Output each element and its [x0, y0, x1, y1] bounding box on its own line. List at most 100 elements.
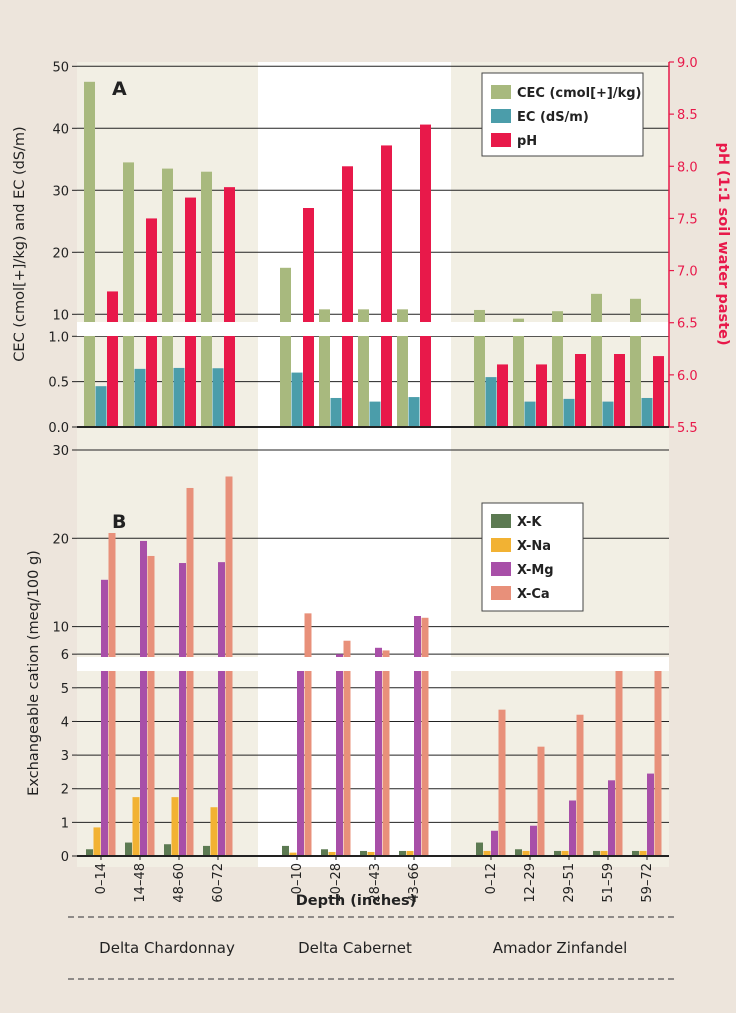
bar-b-x-na-12: [639, 850, 647, 856]
bar-a-cec-cmol-kg-10: [552, 311, 563, 427]
x-tick-label-5: 10–28: [329, 863, 344, 903]
bar-a-ec-ds-m-4: [291, 372, 303, 427]
legend-b-swatch-x-ca: [491, 586, 511, 600]
bar-a-ph-9: [536, 364, 547, 427]
bar-b-x-mg-6: [375, 647, 382, 856]
y2-axis-label-a: pH (1:1 soil water paste): [715, 142, 731, 345]
bar-a-cec-cmol-kg-4: [280, 267, 291, 427]
legend-b-swatch-x-k: [491, 514, 511, 528]
bar-a-ph-11: [614, 354, 625, 427]
bar-b-x-ca-2: [186, 487, 194, 856]
bar-b-x-k-4: [282, 845, 289, 856]
y2-tick-label-a-9-0: 9.0: [677, 56, 698, 71]
bar-b-x-na-2: [171, 797, 179, 856]
bar-b-x-ca-5: [343, 640, 351, 856]
bar-a-ph-6: [381, 145, 392, 427]
x-tick-label-1: 14–48: [133, 863, 148, 903]
y-tick-label-a-50: 50: [52, 60, 69, 75]
site-label-amador-zinfandel: Amador Zinfandel: [493, 939, 628, 957]
bar-a-ec-ds-m-12: [641, 397, 653, 427]
y-tick-label-b-2: 2: [61, 783, 69, 798]
bar-a-cec-cmol-kg-8: [474, 309, 485, 427]
y-tick-label-b-10: 10: [52, 621, 69, 636]
bar-b-x-ca-6: [382, 650, 390, 856]
bar-a-ec-ds-m-7: [408, 397, 420, 427]
bar-a-ph-5: [342, 166, 353, 428]
x-axis-label: Depth (inches): [296, 893, 416, 909]
bar-b-x-na-5: [328, 851, 336, 856]
bar-b-x-mg-10: [569, 800, 576, 856]
bar-b-x-k-3: [203, 845, 210, 856]
bar-a-ec-ds-m-5: [330, 397, 342, 427]
x-tick-label-0: 0–14: [94, 863, 109, 894]
bar-a-cec-cmol-kg-6: [358, 309, 369, 427]
x-tick-label-6: 28–43: [368, 863, 383, 903]
bar-a-cec-cmol-kg-1: [123, 162, 134, 427]
bar-b-x-mg-4: [297, 670, 304, 856]
bar-b-x-k-1: [125, 842, 132, 856]
bar-a-ec-ds-m-10: [563, 398, 575, 427]
bar-a-cec-cmol-kg-3: [201, 171, 212, 427]
bar-a-ec-ds-m-6: [369, 401, 381, 427]
y-tick-label-b-30: 30: [52, 444, 69, 459]
y-tick-label-a-0-0: 0.0: [48, 421, 69, 436]
bar-b-x-ca-10: [576, 714, 584, 856]
bar-b-x-mg-7: [414, 616, 421, 856]
bar-a-ph-10: [575, 354, 586, 427]
bar-b-x-mg-1: [140, 540, 147, 856]
y-axis-label-b: Exchangeable cation (meq/100 g): [26, 550, 42, 796]
bar-b-x-na-1: [132, 797, 140, 856]
site-label-delta-chardonnay: Delta Chardonnay: [99, 939, 235, 957]
y-tick-label-b-1: 1: [61, 816, 69, 831]
y2-tick-label-a-8-0: 8.0: [677, 160, 698, 175]
bar-b-x-k-5: [321, 849, 328, 856]
bar-a-ec-ds-m-11: [602, 401, 614, 427]
x-tick-label-2: 48–60: [172, 863, 187, 903]
panel-b-letter: B: [112, 511, 126, 533]
axis-break-band-a: [77, 322, 669, 336]
y2-tick-label-a-6-5: 6.5: [677, 317, 698, 332]
y2-tick-label-a-7-5: 7.5: [677, 212, 698, 227]
x-tick-label-7: 43–66: [407, 863, 422, 903]
bar-b-x-k-11: [593, 850, 600, 856]
bar-b-x-k-7: [399, 850, 406, 856]
legend-a-swatch-ec-ds-m: [491, 109, 511, 123]
legend-a-label-ph: pH: [517, 134, 537, 149]
x-tick-label-3: 60–72: [211, 863, 226, 903]
bar-a-ph-4: [303, 208, 314, 427]
bar-a-ph-3: [224, 187, 235, 427]
bar-a-ph-2: [185, 197, 196, 427]
legend-a-swatch-ph: [491, 133, 511, 147]
y-tick-label-b-6: 6: [61, 648, 69, 663]
legend-b-swatch-x-na: [491, 538, 511, 552]
bar-b-x-mg-2: [179, 563, 186, 856]
x-tick-label-12: 59–72: [640, 863, 655, 903]
legend-b-label-x-ca: X-Ca: [517, 587, 550, 602]
panel-a-letter: A: [112, 78, 127, 100]
bar-b-x-k-2: [164, 844, 171, 856]
bar-b-x-ca-9: [537, 746, 545, 856]
bar-b-x-ca-8: [498, 709, 506, 856]
y-tick-label-b-20: 20: [52, 532, 69, 547]
site-label-delta-cabernet: Delta Cabernet: [298, 939, 412, 957]
y-tick-label-a-20: 20: [52, 246, 69, 261]
bar-b-x-mg-0: [101, 579, 108, 856]
y-tick-label-a-10: 10: [52, 308, 69, 323]
bar-a-ec-ds-m-8: [485, 377, 497, 427]
bar-b-x-ca-1: [147, 555, 155, 856]
bar-b-x-mg-9: [530, 825, 537, 856]
bar-a-cec-cmol-kg-12: [630, 298, 641, 427]
bar-a-ec-ds-m-1: [134, 368, 146, 427]
bar-a-ec-ds-m-3: [212, 368, 224, 427]
bar-b-x-na-0: [93, 827, 101, 856]
bar-b-x-mg-12: [647, 773, 654, 856]
x-tick-label-4: 0–10: [290, 863, 305, 894]
bar-b-x-k-6: [360, 850, 367, 856]
y-tick-label-a-1-0: 1.0: [48, 330, 69, 345]
bar-b-x-k-12: [632, 850, 639, 856]
x-tick-label-9: 12–29: [523, 863, 538, 903]
bar-a-ec-ds-m-9: [524, 401, 536, 427]
bar-a-cec-cmol-kg-7: [397, 309, 408, 427]
bar-a-ph-0: [107, 291, 118, 427]
